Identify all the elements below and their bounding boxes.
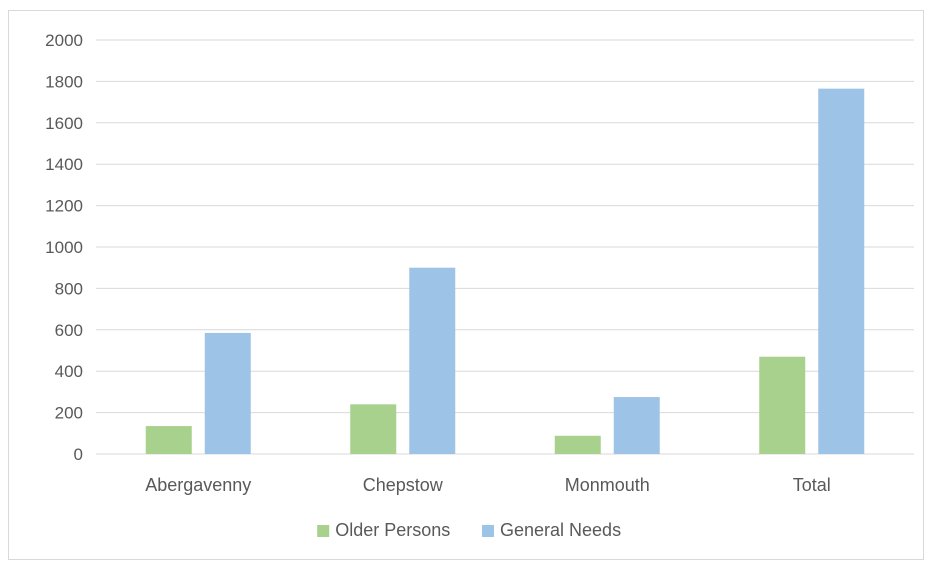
y-tick-label: 1200 [45, 197, 83, 216]
y-tick-label: 800 [55, 279, 83, 298]
y-tick-label: 1600 [45, 114, 83, 133]
x-axis-tick-labels: Abergavenny Chepstow Monmouth Total [145, 475, 831, 495]
x-tick-label: Chepstow [363, 475, 444, 495]
chart-frame: 0 200 400 600 800 1000 1200 1400 1600 1800 2000 Ab… [8, 10, 924, 560]
y-tick-label: 1400 [45, 155, 83, 174]
y-axis-tick-labels: 0 200 400 600 800 1000 1200 1400 1600 1800 2000 [45, 31, 83, 464]
x-tick-label: Monmouth [565, 475, 650, 495]
legend-label: General Needs [500, 520, 621, 540]
bar-older-persons-total [759, 356, 806, 454]
bar-general-needs-total [818, 88, 865, 455]
bar-general-needs-abergavenny [204, 332, 251, 454]
y-tick-label: 1000 [45, 238, 83, 257]
x-tick-label: Total [793, 475, 831, 495]
bar-older-persons-monmouth [554, 435, 601, 454]
y-tick-label: 200 [55, 404, 83, 423]
legend-swatch [317, 525, 330, 537]
y-tick-label: 1800 [45, 72, 83, 91]
y-tick-label: 600 [55, 321, 83, 340]
bars [145, 88, 865, 455]
legend-label: Older Persons [335, 520, 450, 540]
legend: Older Persons General Needs [317, 520, 621, 540]
legend-swatch [482, 525, 494, 537]
x-tick-label: Abergavenny [145, 475, 251, 495]
bar-general-needs-chepstow [409, 267, 456, 454]
y-tick-label: 400 [55, 362, 83, 381]
y-tick-label: 2000 [45, 31, 83, 50]
bar-chart: 0 200 400 600 800 1000 1200 1400 1600 1800 2000 Ab… [45, 31, 914, 540]
bar-general-needs-monmouth [613, 397, 660, 454]
bar-older-persons-chepstow [350, 404, 397, 454]
y-tick-label: 0 [74, 445, 83, 464]
bar-older-persons-abergavenny [145, 426, 192, 454]
